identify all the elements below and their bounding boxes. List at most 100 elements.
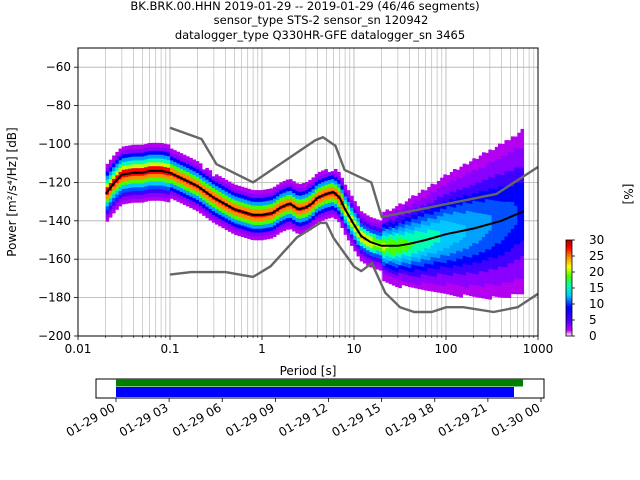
psd-cell <box>459 174 463 179</box>
psd-cell <box>510 282 515 287</box>
psd-cell <box>520 271 525 276</box>
psd-cell <box>208 208 213 213</box>
psd-cell <box>433 184 438 189</box>
psd-cell <box>131 183 135 188</box>
psd-cell <box>317 171 322 177</box>
psd-cell <box>478 251 483 256</box>
psd-cell <box>498 274 502 279</box>
psd-cell <box>472 250 476 255</box>
psd-cell <box>382 269 386 274</box>
psd-cell <box>343 211 348 216</box>
psd-cell <box>157 177 161 182</box>
psd-cell <box>276 184 280 189</box>
psd-cell <box>263 227 267 233</box>
psd-cell <box>237 193 242 198</box>
psd-cell <box>311 188 316 194</box>
psd-cell <box>469 207 473 212</box>
psd-cell <box>443 255 447 260</box>
psd-cell <box>224 183 229 188</box>
psd-cell <box>375 223 380 228</box>
psd-cell <box>137 144 142 149</box>
psd-cell <box>449 291 454 296</box>
psd-cell <box>446 271 451 276</box>
psd-cell <box>189 203 193 209</box>
psd-cell <box>224 225 229 231</box>
psd-cell <box>520 263 525 268</box>
psd-cell <box>514 201 518 206</box>
psd-cell <box>189 188 193 193</box>
psd-cell <box>198 197 203 203</box>
psd-cell <box>215 201 219 206</box>
psd-cell <box>517 182 521 187</box>
psd-cell <box>404 251 409 256</box>
psd-cell <box>443 243 447 248</box>
psd-cell <box>411 210 415 215</box>
psd-cell <box>485 294 489 300</box>
psd-cell <box>420 285 425 290</box>
psd-cell <box>507 174 512 179</box>
psd-cell <box>121 188 126 193</box>
psd-cell <box>414 211 418 216</box>
psd-cell <box>485 291 489 296</box>
psd-cell <box>494 227 499 232</box>
psd-cell <box>173 153 177 159</box>
psd-cell <box>517 213 521 218</box>
psd-cell <box>192 194 197 199</box>
psd-cell <box>488 149 492 154</box>
psd-cell <box>469 242 473 247</box>
psd-cell <box>427 187 431 192</box>
psd-cell <box>404 255 409 260</box>
psd-cell <box>481 271 486 276</box>
psd-cell <box>282 215 287 220</box>
psd-cell <box>398 253 402 258</box>
psd-cell <box>141 198 145 203</box>
psd-cell <box>488 283 492 289</box>
y-tick-label: −160 <box>38 252 71 266</box>
psd-cell <box>311 185 316 190</box>
psd-cell <box>276 196 280 201</box>
psd-cell <box>366 249 370 255</box>
psd-cell <box>404 266 409 271</box>
psd-cell <box>430 287 435 292</box>
psd-cell <box>163 143 168 148</box>
psd-cell <box>141 190 145 195</box>
psd-cell <box>237 201 242 206</box>
psd-cell <box>414 253 418 258</box>
psd-cell <box>401 258 406 263</box>
psd-cell <box>504 270 508 275</box>
psd-cell <box>362 255 367 260</box>
psd-cell <box>488 241 492 246</box>
y-tick-label: −200 <box>38 329 71 343</box>
psd-cell <box>517 244 521 249</box>
psd-cell <box>517 167 521 172</box>
psd-cell <box>507 282 512 287</box>
psd-cell <box>292 215 296 220</box>
psd-cell <box>498 208 502 213</box>
psd-cell <box>134 148 139 153</box>
psd-cell <box>491 284 496 289</box>
psd-cell <box>481 275 486 280</box>
psd-cell <box>243 226 248 231</box>
psd-cell <box>501 147 505 152</box>
psd-cell <box>436 284 441 289</box>
psd-cell <box>166 198 171 203</box>
psd-cell <box>414 215 418 220</box>
psd-cell <box>144 182 148 187</box>
psd-cell <box>433 211 438 216</box>
psd-cell <box>337 183 341 188</box>
psd-cell <box>266 215 271 220</box>
psd-cell <box>436 196 441 201</box>
psd-cell <box>317 187 322 192</box>
psd-cell <box>218 195 222 200</box>
psd-cell <box>510 263 515 268</box>
psd-cell <box>469 184 473 189</box>
psd-cell <box>388 280 393 285</box>
psd-cell <box>272 202 277 207</box>
psd-cell <box>453 188 457 193</box>
psd-cell <box>124 168 129 174</box>
psd-cell <box>379 228 383 233</box>
y-tick-label: −100 <box>38 137 71 151</box>
psd-cell <box>517 171 521 176</box>
psd-cell <box>340 177 344 182</box>
psd-cell <box>334 188 338 193</box>
